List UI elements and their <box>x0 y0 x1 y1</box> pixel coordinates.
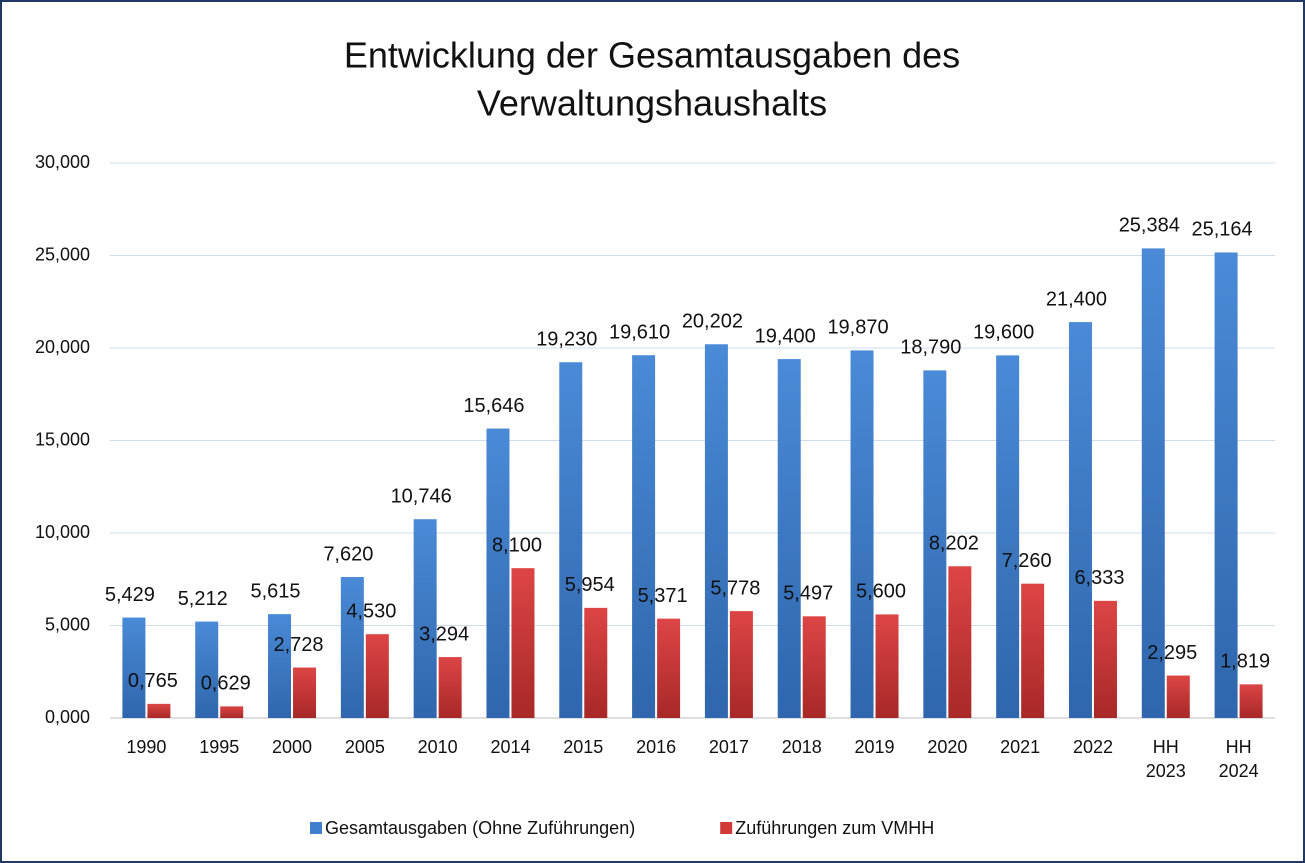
bar <box>1068 322 1092 718</box>
data-label: 7,620 <box>323 543 373 565</box>
y-tick-label: 30,000 <box>35 152 90 172</box>
bar <box>268 614 292 718</box>
bar <box>340 577 364 718</box>
bar <box>1166 675 1190 718</box>
chart-title: Verwaltungshaushalts <box>477 83 827 124</box>
y-tick-label: 15,000 <box>35 429 90 449</box>
legend-label: Zuführungen zum VMHH <box>735 818 934 838</box>
data-label: 5,778 <box>710 577 760 599</box>
data-label: 6,333 <box>1074 567 1124 589</box>
y-tick-label: 10,000 <box>35 522 90 542</box>
bar <box>1021 583 1045 718</box>
x-tick-label: 2017 <box>709 737 749 757</box>
bar <box>1239 684 1263 718</box>
legend-swatch <box>310 822 322 834</box>
bar <box>365 634 389 718</box>
bar <box>996 355 1020 718</box>
x-tick-label: 2020 <box>927 737 967 757</box>
x-tick-label: 2000 <box>272 737 312 757</box>
data-label: 5,600 <box>856 581 906 603</box>
data-label: 19,610 <box>609 321 670 343</box>
bar <box>1141 248 1165 718</box>
y-tick-label: 0,000 <box>45 707 90 727</box>
x-tick-label: 1990 <box>126 737 166 757</box>
x-tick-line: HH <box>1226 737 1252 757</box>
bar <box>438 657 462 718</box>
data-label: 19,600 <box>973 322 1034 344</box>
x-tick-line: HH <box>1153 737 1179 757</box>
data-label: 19,400 <box>755 325 816 347</box>
bar <box>850 350 874 718</box>
bar <box>486 428 510 718</box>
data-label: 5,429 <box>105 584 155 606</box>
x-tick-label: 2014 <box>490 737 530 757</box>
bar <box>413 519 437 718</box>
bar <box>777 359 801 718</box>
x-tick-label: 1995 <box>199 737 239 757</box>
x-tick-label: 2016 <box>636 737 676 757</box>
x-tick-label: 2005 <box>345 737 385 757</box>
data-label: 2,728 <box>274 634 324 656</box>
x-tick-line: 2024 <box>1219 761 1259 781</box>
bar <box>147 703 171 718</box>
data-label: 5,497 <box>783 583 833 605</box>
data-label: 8,100 <box>492 534 542 556</box>
data-label: 8,202 <box>929 533 979 555</box>
x-tick-label: 2021 <box>1000 737 1040 757</box>
bar <box>559 362 583 718</box>
data-label: 3,294 <box>419 623 469 645</box>
bar <box>632 355 656 718</box>
bar <box>220 706 244 718</box>
data-label: 5,615 <box>251 580 301 602</box>
data-label: 19,230 <box>536 329 597 351</box>
x-tick-label: HH 2024 <box>1219 737 1259 781</box>
data-label: 0,629 <box>201 673 251 695</box>
legend-label: Gesamtausgaben (Ohne Zuführungen) <box>325 818 635 838</box>
data-label: 0,765 <box>128 670 178 692</box>
bar <box>584 607 608 718</box>
x-tick-label: 2018 <box>782 737 822 757</box>
data-label: 10,746 <box>391 485 452 507</box>
data-label: 5,212 <box>178 588 228 610</box>
bar <box>802 616 826 718</box>
data-label: 25,384 <box>1119 215 1180 237</box>
x-tick-label: 2015 <box>563 737 603 757</box>
bar <box>729 611 753 718</box>
bar <box>511 568 535 718</box>
legend-swatch <box>720 822 733 834</box>
data-label: 5,954 <box>565 574 615 596</box>
data-label: 21,400 <box>1046 288 1107 310</box>
bar <box>875 614 899 718</box>
chart-title: Entwicklung der Gesamtausgaben des <box>344 35 960 76</box>
bar <box>122 617 146 718</box>
data-label: 20,202 <box>682 311 743 333</box>
data-label: 2,295 <box>1147 642 1197 664</box>
bar <box>1093 600 1117 718</box>
bar <box>657 618 681 718</box>
bar <box>195 621 219 718</box>
y-tick-label: 20,000 <box>35 337 90 357</box>
y-tick-label: 25,000 <box>35 244 90 264</box>
bar <box>948 566 972 718</box>
data-label: 15,646 <box>463 395 524 417</box>
x-tick-label: 2022 <box>1073 737 1113 757</box>
data-label: 1,819 <box>1220 651 1270 673</box>
y-tick-label: 5,000 <box>45 614 90 634</box>
data-label: 4,530 <box>346 600 396 622</box>
data-label: 7,260 <box>1002 550 1052 572</box>
x-tick-label: HH 2023 <box>1146 737 1186 781</box>
x-tick-label: 2019 <box>855 737 895 757</box>
bar <box>704 344 728 718</box>
x-tick-line: 2023 <box>1146 761 1186 781</box>
data-label: 19,870 <box>827 317 888 339</box>
bar <box>293 667 317 718</box>
bar <box>923 370 947 718</box>
data-label: 5,371 <box>638 585 688 607</box>
data-label: 25,164 <box>1192 219 1253 241</box>
data-label: 18,790 <box>900 337 961 359</box>
x-tick-label: 2010 <box>418 737 458 757</box>
bar <box>1214 252 1238 718</box>
